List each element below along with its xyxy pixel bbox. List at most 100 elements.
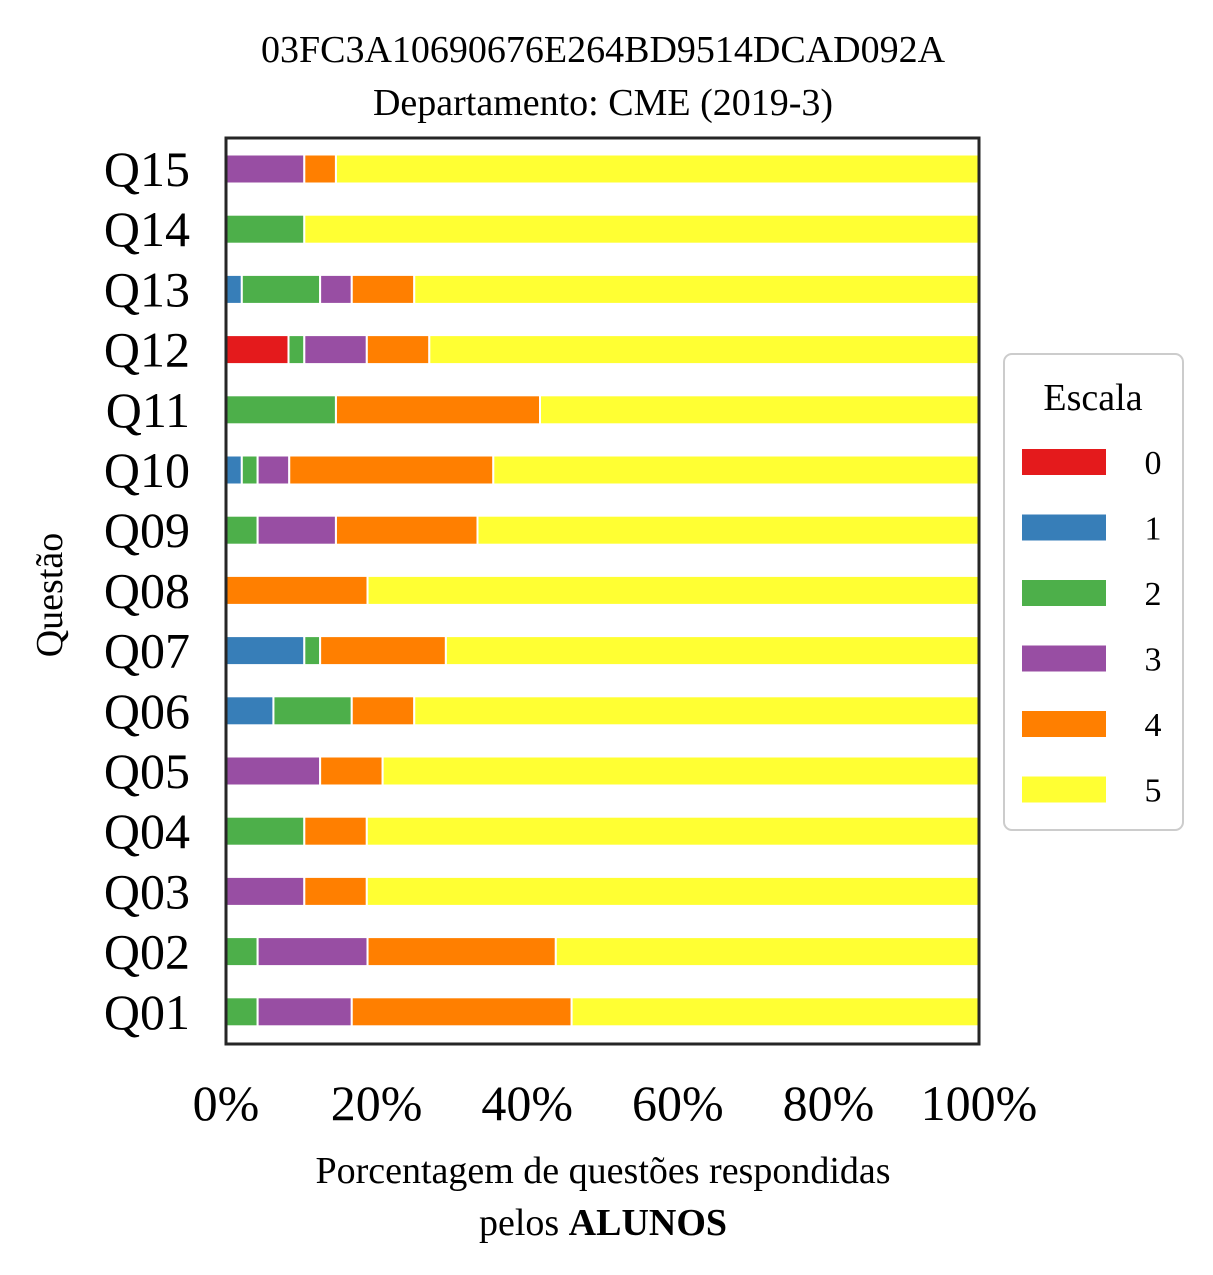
bar-q01-scale-4 [350, 996, 573, 1028]
bar-q02-scale-4 [366, 936, 557, 968]
y-tick-label-q05: Q05 [104, 743, 190, 799]
bar-q09-scale-3 [256, 514, 337, 546]
x-tick-label-4: 80% [783, 1075, 875, 1131]
bar-q14-scale-5 [303, 213, 980, 245]
legend-swatch-5 [1022, 776, 1106, 803]
bar-q05-scale-4 [319, 755, 384, 787]
bar-q02-scale-2 [225, 936, 259, 968]
x-tick-label-3: 60% [632, 1075, 724, 1131]
y-tick-label-q02: Q02 [104, 924, 190, 980]
y-tick-label-q14: Q14 [104, 201, 190, 257]
legend-label-2: 2 [1145, 576, 1162, 613]
x-tick-label-0: 0% [193, 1075, 260, 1131]
legend-label-4: 4 [1145, 707, 1162, 744]
y-tick-label-q12: Q12 [104, 322, 190, 378]
plot-frame [224, 136, 981, 1046]
y-tick-label-q01: Q01 [104, 984, 190, 1040]
x-axis-label-prefix: pelos [479, 1202, 569, 1244]
bar-q02-scale-5 [554, 936, 980, 968]
legend-swatch-2 [1022, 580, 1106, 606]
bar-q10-scale-5 [492, 454, 980, 486]
y-tick-label-q09: Q09 [104, 502, 190, 558]
legend-label-1: 1 [1145, 511, 1162, 548]
bar-q07-scale-1 [225, 635, 306, 667]
legend: Escala 0 1 2 3 4 5 [1003, 353, 1184, 831]
bar-q08-scale-4 [225, 574, 369, 606]
legend-swatch-1 [1022, 514, 1106, 541]
legend-items: 0 1 2 3 4 5 [1022, 445, 1162, 810]
bar-q09-scale-4 [334, 514, 479, 546]
bar-q11-scale-5 [539, 394, 980, 426]
bar-q12-scale-4 [365, 334, 431, 366]
y-tick-label-q03: Q03 [104, 863, 190, 919]
bar-q04-scale-5 [365, 815, 980, 847]
bar-q13-scale-3 [319, 273, 353, 305]
legend-title: Escala [1043, 377, 1142, 419]
y-tick-label-q04: Q04 [104, 803, 190, 859]
bar-q12-scale-2 [287, 334, 306, 366]
bar-q01-scale-2 [225, 996, 259, 1028]
legend-swatch-4 [1022, 711, 1106, 737]
bar-q09-scale-2 [225, 514, 259, 546]
bar-q03-scale-4 [303, 875, 368, 907]
bar-q02-scale-3 [256, 936, 369, 968]
bar-q13-scale-2 [240, 273, 322, 305]
y-tick-label-q11: Q11 [106, 382, 190, 438]
y-axis-label: Questão [29, 533, 71, 658]
bar-q03-scale-5 [365, 875, 980, 907]
bars-group [225, 153, 980, 1028]
chart-title-line1: 03FC3A10690676E264BD9514DCAD092A [261, 29, 946, 71]
legend-label-0: 0 [1145, 445, 1162, 482]
x-tick-label-1: 20% [331, 1075, 423, 1131]
bar-q14-scale-2 [225, 213, 306, 245]
bar-q12-scale-0 [225, 334, 290, 366]
bar-q15-scale-5 [334, 153, 980, 185]
legend-swatch-3 [1022, 645, 1106, 672]
y-tick-label-q06: Q06 [104, 683, 190, 739]
y-tick-label-q13: Q13 [104, 261, 190, 317]
bar-q11-scale-2 [225, 394, 337, 426]
bar-q13-scale-1 [225, 273, 243, 305]
bar-q10-scale-2 [240, 454, 259, 486]
bar-q01-scale-5 [570, 996, 980, 1028]
bar-q08-scale-5 [366, 574, 980, 606]
bar-q10-scale-3 [256, 454, 291, 486]
bar-q04-scale-4 [303, 815, 368, 847]
legend-label-3: 3 [1145, 642, 1162, 679]
chart-title-line2: Departamento: CME (2019-3) [373, 82, 833, 124]
x-tick-label-5: 100% [921, 1075, 1038, 1131]
x-axis-label-bold: ALUNOS [569, 1202, 727, 1244]
bar-q07-scale-2 [303, 635, 322, 667]
y-tick-label-q15: Q15 [104, 141, 190, 197]
bar-q05-scale-5 [381, 755, 980, 787]
bar-q07-scale-4 [319, 635, 447, 667]
y-tick-label-q10: Q10 [104, 442, 190, 498]
bar-q01-scale-3 [256, 996, 353, 1028]
bar-q06-scale-1 [225, 695, 275, 727]
x-axis-label-line1: Porcentagem de questões respondidas [315, 1150, 890, 1192]
legend-swatch-0 [1022, 449, 1106, 475]
bar-q12-scale-5 [428, 334, 980, 366]
bar-q03-scale-3 [225, 875, 306, 907]
y-tick-label-q08: Q08 [104, 562, 190, 618]
bar-q15-scale-4 [303, 153, 337, 185]
bar-q05-scale-3 [225, 755, 322, 787]
y-tick-label-q07: Q07 [104, 623, 190, 679]
y-tick-labels: Q01Q02Q03Q04Q05Q06Q07Q08Q09Q10Q11Q12Q13Q… [104, 141, 190, 1040]
bar-q06-scale-5 [413, 695, 980, 727]
bar-q11-scale-4 [334, 394, 541, 426]
x-tick-labels: 0% 20% 40% 60% 80% 100% [193, 1075, 1038, 1131]
x-axis-label-line2: pelos ALUNOS [479, 1202, 727, 1244]
bar-q13-scale-4 [350, 273, 416, 305]
legend-label-5: 5 [1145, 773, 1162, 810]
bar-q15-scale-3 [225, 153, 306, 185]
bar-q09-scale-5 [476, 514, 980, 546]
bar-q04-scale-2 [225, 815, 306, 847]
bar-q12-scale-3 [303, 334, 368, 366]
bar-q06-scale-4 [350, 695, 416, 727]
bar-q06-scale-2 [272, 695, 353, 727]
bar-q10-scale-1 [225, 454, 243, 486]
bar-q10-scale-4 [288, 454, 495, 486]
bar-q07-scale-5 [444, 635, 980, 667]
